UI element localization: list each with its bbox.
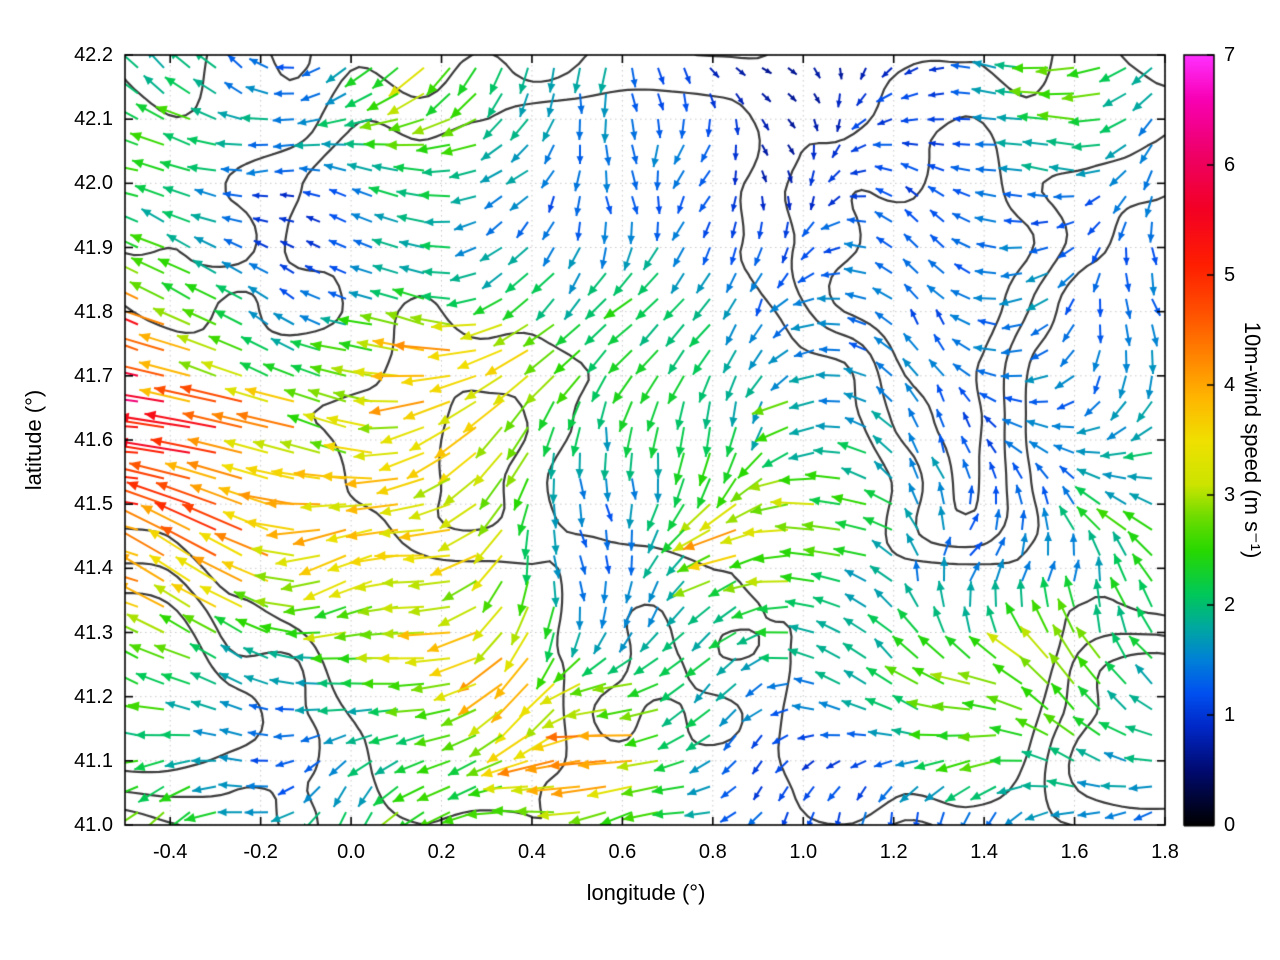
- x-tick-label: 0.6: [608, 841, 637, 863]
- x-tick-label: 1.6: [1060, 841, 1089, 863]
- y-tick-label: 42.1: [74, 108, 113, 131]
- colorbar-tick-label: 1: [1224, 704, 1236, 726]
- y-tick-label: 41.6: [74, 429, 113, 451]
- y-tick-label: 41.4: [74, 557, 113, 580]
- x-tick-label: 0.4: [518, 841, 546, 863]
- x-tick-label: -0.4: [152, 841, 188, 863]
- y-tick-label: 42.0: [74, 172, 113, 195]
- colorbar-tick-label: 6: [1224, 154, 1236, 176]
- x-tick-label: 1.2: [879, 841, 908, 863]
- y-tick-label: 41.3: [74, 621, 113, 644]
- colorbar-tick-label: 7: [1224, 44, 1236, 66]
- x-tick-label: 0.2: [427, 841, 456, 863]
- x-tick-label: -0.2: [243, 841, 278, 863]
- y-tick-label: 41.2: [74, 685, 113, 708]
- y-tick-label: 41.0: [74, 814, 113, 836]
- y-tick-label: 41.9: [74, 236, 113, 259]
- x-tick-label: 1.4: [970, 841, 999, 863]
- x-tick-label: 0.0: [337, 841, 365, 863]
- colorbar-tick-label: 2: [1224, 594, 1236, 616]
- x-axis-label: longitude (°): [586, 880, 706, 905]
- x-tick-label: 0.8: [698, 841, 727, 863]
- colorbar-tick-label: 0: [1224, 814, 1236, 836]
- y-tick-label: 41.7: [74, 364, 113, 387]
- colorbar-tick-label: 5: [1224, 264, 1236, 286]
- x-tick-label: 1.0: [789, 841, 818, 863]
- y-tick-label: 42.2: [74, 44, 113, 66]
- colorbar-tick-label: 4: [1224, 374, 1236, 396]
- colorbar-label: 10m-wind speed (m s⁻¹): [1240, 321, 1265, 559]
- y-tick-label: 41.8: [74, 300, 113, 323]
- y-axis-label: latitude (°): [21, 389, 46, 491]
- y-tick-label: 41.1: [74, 749, 113, 772]
- y-tick-label: 41.5: [74, 493, 113, 516]
- colorbar-tick-label: 3: [1224, 484, 1236, 506]
- x-tick-label: 1.8: [1151, 841, 1179, 863]
